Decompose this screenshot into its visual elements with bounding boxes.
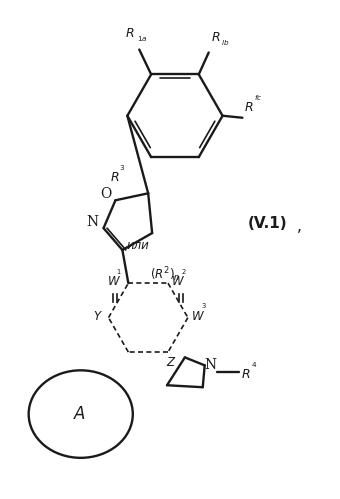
Text: $^{3}$: $^{3}$ bbox=[201, 304, 207, 314]
Text: $W$: $W$ bbox=[191, 309, 205, 323]
Text: $Z$: $Z$ bbox=[166, 356, 176, 369]
Text: ,: , bbox=[297, 219, 302, 234]
Text: $(R^2)_n$: $(R^2)_n$ bbox=[150, 265, 181, 283]
Text: $^{1}$: $^{1}$ bbox=[116, 269, 122, 279]
Text: $W$: $W$ bbox=[171, 275, 185, 288]
Text: или: или bbox=[126, 239, 149, 252]
Text: $R$: $R$ bbox=[211, 30, 220, 43]
Text: $A$: $A$ bbox=[73, 405, 86, 423]
Text: $R$: $R$ bbox=[244, 101, 254, 114]
Text: (V.1): (V.1) bbox=[248, 216, 287, 231]
Text: $R$: $R$ bbox=[241, 368, 251, 381]
Text: $R$: $R$ bbox=[110, 171, 120, 185]
Text: $^{4}$: $^{4}$ bbox=[251, 362, 258, 372]
Text: $W$: $W$ bbox=[106, 275, 120, 288]
Text: N: N bbox=[87, 215, 99, 229]
Text: N: N bbox=[205, 358, 217, 372]
Text: $^{2}$: $^{2}$ bbox=[181, 269, 187, 279]
Text: O: O bbox=[101, 187, 112, 201]
Text: $^{3}$: $^{3}$ bbox=[119, 166, 125, 176]
Text: $R$: $R$ bbox=[124, 26, 134, 39]
Text: $^{fc}$: $^{fc}$ bbox=[254, 95, 263, 105]
Text: $^{1a}$: $^{1a}$ bbox=[137, 36, 148, 46]
Text: $^{lb}$: $^{lb}$ bbox=[221, 40, 229, 50]
Text: $Y$: $Y$ bbox=[92, 309, 103, 323]
